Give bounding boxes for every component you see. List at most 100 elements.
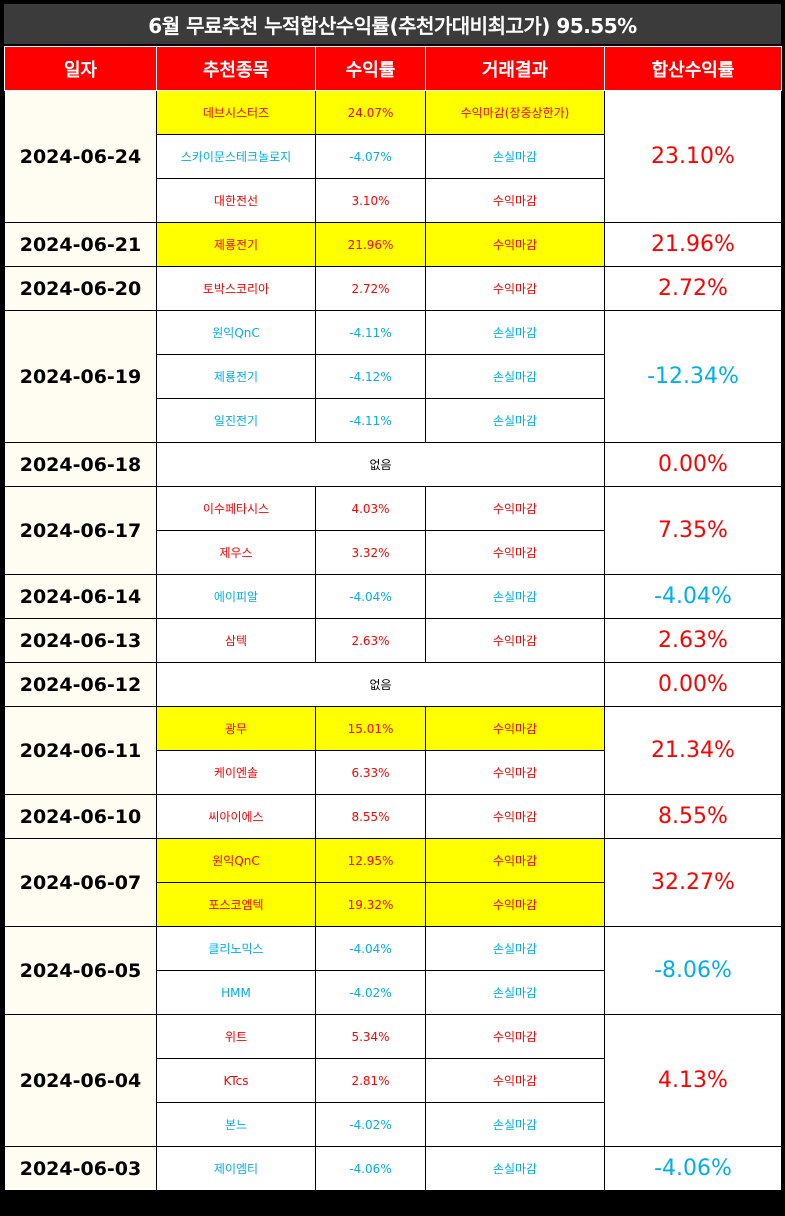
table-row: 2024-06-21 제룡전기 21.96% 수익마감 21.96% — [4, 222, 782, 267]
trade-result-cell: 손실마감 — [425, 574, 605, 619]
total-return-cell: 23.10% — [604, 90, 782, 223]
trade-result-cell: 수익마감 — [425, 750, 605, 795]
trade-result-cell: 수익마감(장중상한가) — [425, 90, 605, 135]
stock-name-cell: 클리노믹스 — [156, 926, 316, 971]
date-cell: 2024-06-04 — [4, 1014, 157, 1147]
header-row: 일자 추천종목 수익률 거래결과 합산수익률 — [4, 46, 782, 91]
stock-name-cell: 원익QnC — [156, 838, 316, 883]
trade-result-cell: 수익마감 — [425, 530, 605, 575]
date-cell: 2024-06-14 — [4, 574, 157, 619]
return-cell: 21.96% — [315, 222, 426, 267]
trade-result-cell: 수익마감 — [425, 1014, 605, 1059]
total-return-cell: -4.06% — [604, 1146, 782, 1191]
header-date: 일자 — [4, 46, 157, 91]
results-body: 2024-06-24 데브시스터즈 24.07% 수익마감(장중상한가) 23.10% 스… — [4, 90, 782, 1191]
total-return-cell: 0.00% — [604, 442, 782, 487]
header-stock: 추천종목 — [156, 46, 316, 91]
date-cell: 2024-06-19 — [4, 310, 157, 443]
table-row: 2024-06-24 데브시스터즈 24.07% 수익마감(장중상한가) 23.10% — [4, 90, 782, 223]
return-cell: 3.10% — [315, 178, 426, 223]
stock-name-cell: 일진전기 — [156, 398, 316, 443]
stock-name-cell: 케이엔솔 — [156, 750, 316, 795]
trade-result-cell: 손실마감 — [425, 310, 605, 355]
trade-result-cell: 손실마감 — [425, 926, 605, 971]
return-cell: 2.81% — [315, 1058, 426, 1103]
return-cell: 8.55% — [315, 794, 426, 839]
return-cell: 19.32% — [315, 882, 426, 927]
table-row: 2024-06-19 원익QnC -4.11% 손실마감 -12.34% — [4, 310, 782, 443]
date-cell: 2024-06-24 — [4, 90, 157, 223]
return-cell: 6.33% — [315, 750, 426, 795]
trade-result-cell: 수익마감 — [425, 838, 605, 883]
table-row: 2024-06-12 없음 0.00% — [4, 662, 782, 707]
table-row: 2024-06-20 토박스코리아 2.72% 수익마감 2.72% — [4, 266, 782, 311]
stock-name-cell: 제우스 — [156, 530, 316, 575]
header-result: 거래결과 — [425, 46, 605, 91]
total-return-cell: -8.06% — [604, 926, 782, 1015]
stock-name-cell: 에이피알 — [156, 574, 316, 619]
return-cell: 15.01% — [315, 706, 426, 751]
stock-name-cell: 대한전선 — [156, 178, 316, 223]
trade-result-cell: 손실마감 — [425, 1146, 605, 1191]
total-return-cell: 0.00% — [604, 662, 782, 707]
trade-result-cell: 수익마감 — [425, 1058, 605, 1103]
results-table: 일자 추천종목 수익률 거래결과 합산수익률 2024-06-24 데브시스터즈 2… — [4, 46, 782, 1191]
date-cell: 2024-06-13 — [4, 618, 157, 663]
return-cell: -4.04% — [315, 574, 426, 619]
stock-name-cell: 스카이문스테크놀로지 — [156, 134, 316, 179]
total-return-cell: 8.55% — [604, 794, 782, 839]
return-cell: 3.32% — [315, 530, 426, 575]
stock-name-cell: 포스코엠텍 — [156, 882, 316, 927]
trade-result-cell: 수익마감 — [425, 266, 605, 311]
table-row: 2024-06-05 클리노믹스 -4.04% 손실마감 -8.06% — [4, 926, 782, 1015]
total-return-cell: 32.27% — [604, 838, 782, 927]
table-row: 제룡전기 -4.12% 손실마감 — [5, 354, 782, 399]
date-cell: 2024-06-05 — [4, 926, 157, 1015]
date-cell: 2024-06-03 — [4, 1146, 157, 1191]
total-return-cell: 2.72% — [604, 266, 782, 311]
table-row: 2024-06-07 원익QnC 12.95% 수익마감 32.27% — [4, 838, 782, 927]
trade-result-cell: 수익마감 — [425, 618, 605, 663]
date-cell: 2024-06-07 — [4, 838, 157, 927]
total-return-cell: -4.04% — [604, 574, 782, 619]
stock-name-cell: 토박스코리아 — [156, 266, 316, 311]
table-row: 포스코엠텍 19.32% 수익마감 — [5, 882, 782, 927]
return-cell: -4.11% — [315, 310, 426, 355]
return-cell: -4.02% — [315, 970, 426, 1015]
table-row: KTcs 2.81% 수익마감 — [5, 1058, 782, 1103]
return-cell: -4.07% — [315, 134, 426, 179]
total-return-cell: 4.13% — [604, 1014, 782, 1147]
trade-result-cell: 손실마감 — [425, 970, 605, 1015]
trade-result-cell: 손실마감 — [425, 354, 605, 399]
trade-result-cell: 수익마감 — [425, 178, 605, 223]
table-row: 대한전선 3.10% 수익마감 — [5, 178, 782, 223]
date-cell: 2024-06-17 — [4, 486, 157, 575]
page-title: 6월 무료추천 누적합산수익률(추천가대비최고가) 95.55% — [4, 4, 781, 44]
total-return-cell: -12.34% — [604, 310, 782, 443]
return-cell: 5.34% — [315, 1014, 426, 1059]
trade-result-cell: 손실마감 — [425, 398, 605, 443]
table-row: 스카이문스테크놀로지 -4.07% 손실마감 — [5, 134, 782, 179]
trade-result-cell: 수익마감 — [425, 794, 605, 839]
stock-name-cell: 제이엠티 — [156, 1146, 316, 1191]
table-row: 2024-06-04 위트 5.34% 수익마감 4.13% — [4, 1014, 782, 1147]
trade-result-cell: 손실마감 — [425, 134, 605, 179]
trade-result-cell: 수익마감 — [425, 486, 605, 531]
date-cell: 2024-06-12 — [4, 662, 157, 707]
table-row: 2024-06-18 없음 0.00% — [4, 442, 782, 487]
stock-name-cell: 이수페타시스 — [156, 486, 316, 531]
return-cell: 4.03% — [315, 486, 426, 531]
header-return: 수익률 — [315, 46, 426, 91]
table-row: 2024-06-03 제이엠티 -4.06% 손실마감 -4.06% — [4, 1146, 782, 1191]
total-return-cell: 2.63% — [604, 618, 782, 663]
return-cell: 24.07% — [315, 90, 426, 135]
return-cell: 2.72% — [315, 266, 426, 311]
return-cell: 12.95% — [315, 838, 426, 883]
stock-name-cell: HMM — [156, 970, 316, 1015]
date-cell: 2024-06-21 — [4, 222, 157, 267]
table-row: 2024-06-10 씨아이에스 8.55% 수익마감 8.55% — [4, 794, 782, 839]
table-row: 케이엔솔 6.33% 수익마감 — [5, 750, 782, 795]
trade-result-cell: 수익마감 — [425, 706, 605, 751]
header-total: 합산수익률 — [604, 46, 782, 91]
